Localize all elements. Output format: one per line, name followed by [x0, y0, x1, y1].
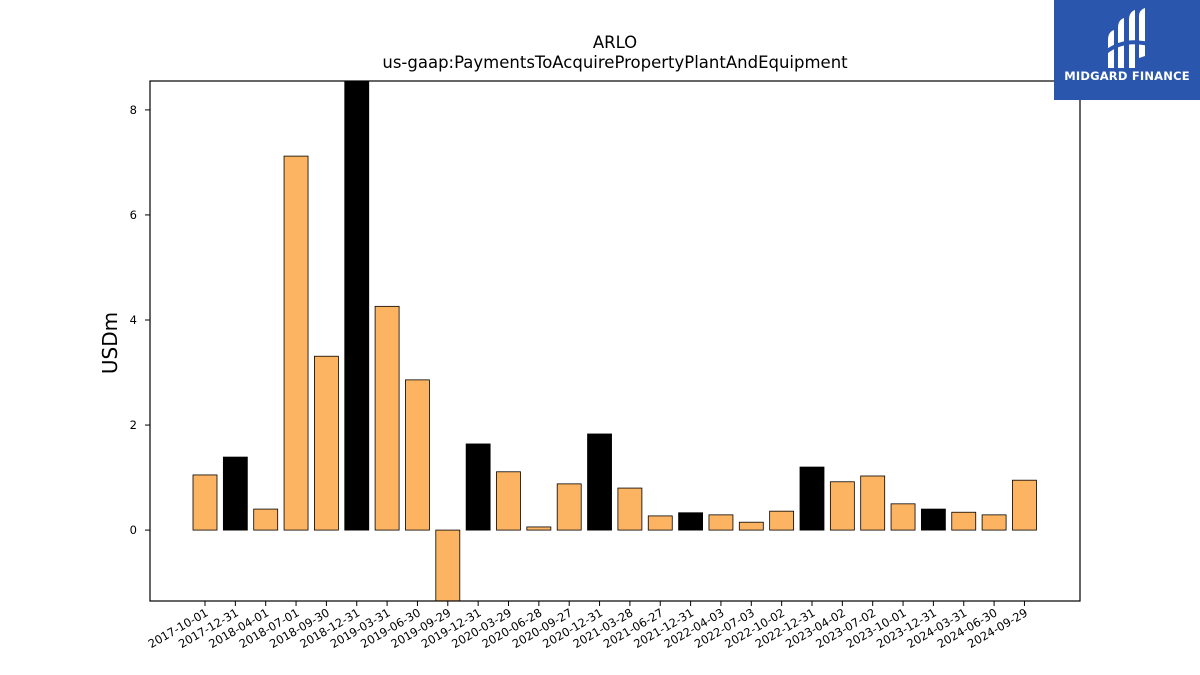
bar-2023-10-01 [890, 503, 916, 531]
bar-2017-10-01 [192, 474, 218, 531]
bar-2022-10-02 [769, 510, 795, 531]
bar-2018-12-31 [344, 81, 370, 531]
bar-2021-03-28 [617, 487, 643, 531]
bar-2020-03-29 [496, 471, 521, 531]
bar-2021-12-31 [678, 512, 703, 531]
bar-2022-07-03 [738, 521, 764, 531]
x-axis: 2017-10-012017-12-312018-04-012018-07-01… [146, 601, 1030, 651]
bar-2024-03-31 [951, 511, 977, 531]
bar-2018-04-01 [253, 508, 279, 531]
y-tick-label: 6 [130, 208, 137, 222]
logo-text: MIDGARD FINANCE [1064, 69, 1190, 83]
y-axis-label: USDm [98, 312, 122, 374]
chart-subtitle: us-gaap:PaymentsToAcquirePropertyPlantAn… [382, 53, 848, 72]
y-tick-label: 8 [130, 103, 137, 117]
bar-2023-07-02 [860, 475, 886, 531]
y-tick-label: 0 [130, 523, 137, 537]
bar-2017-12-31 [222, 456, 248, 531]
bars-group [192, 81, 1037, 601]
bar-2020-09-27 [556, 483, 582, 531]
bar-2024-06-30 [981, 514, 1007, 531]
bar-2024-09-29 [1012, 479, 1037, 531]
bar-2018-09-30 [313, 355, 339, 531]
chart-title: ARLO [593, 33, 637, 52]
bar-2022-04-03 [708, 514, 734, 531]
bar-2020-12-31 [587, 433, 612, 531]
bar-2019-12-31 [465, 443, 491, 531]
plot-frame [149, 80, 1081, 602]
bar-2020-06-28 [526, 526, 552, 531]
bar-2018-07-01 [283, 155, 309, 531]
bar-2019-09-29 [435, 529, 461, 601]
bar-2022-12-31 [799, 466, 825, 531]
bar-2019-03-31 [374, 305, 400, 531]
bar-2019-06-30 [405, 379, 430, 531]
logo-mark-icon [1104, 8, 1149, 68]
y-axis: 0 2 4 6 8 [130, 103, 150, 537]
bar-2023-04-02 [829, 481, 855, 531]
bar-2021-06-27 [647, 515, 673, 531]
y-tick-label: 2 [130, 418, 137, 432]
midgard-finance-logo: MIDGARD FINANCE [1054, 0, 1200, 100]
bar-2023-12-31 [921, 508, 946, 531]
y-tick-label: 4 [130, 313, 137, 327]
